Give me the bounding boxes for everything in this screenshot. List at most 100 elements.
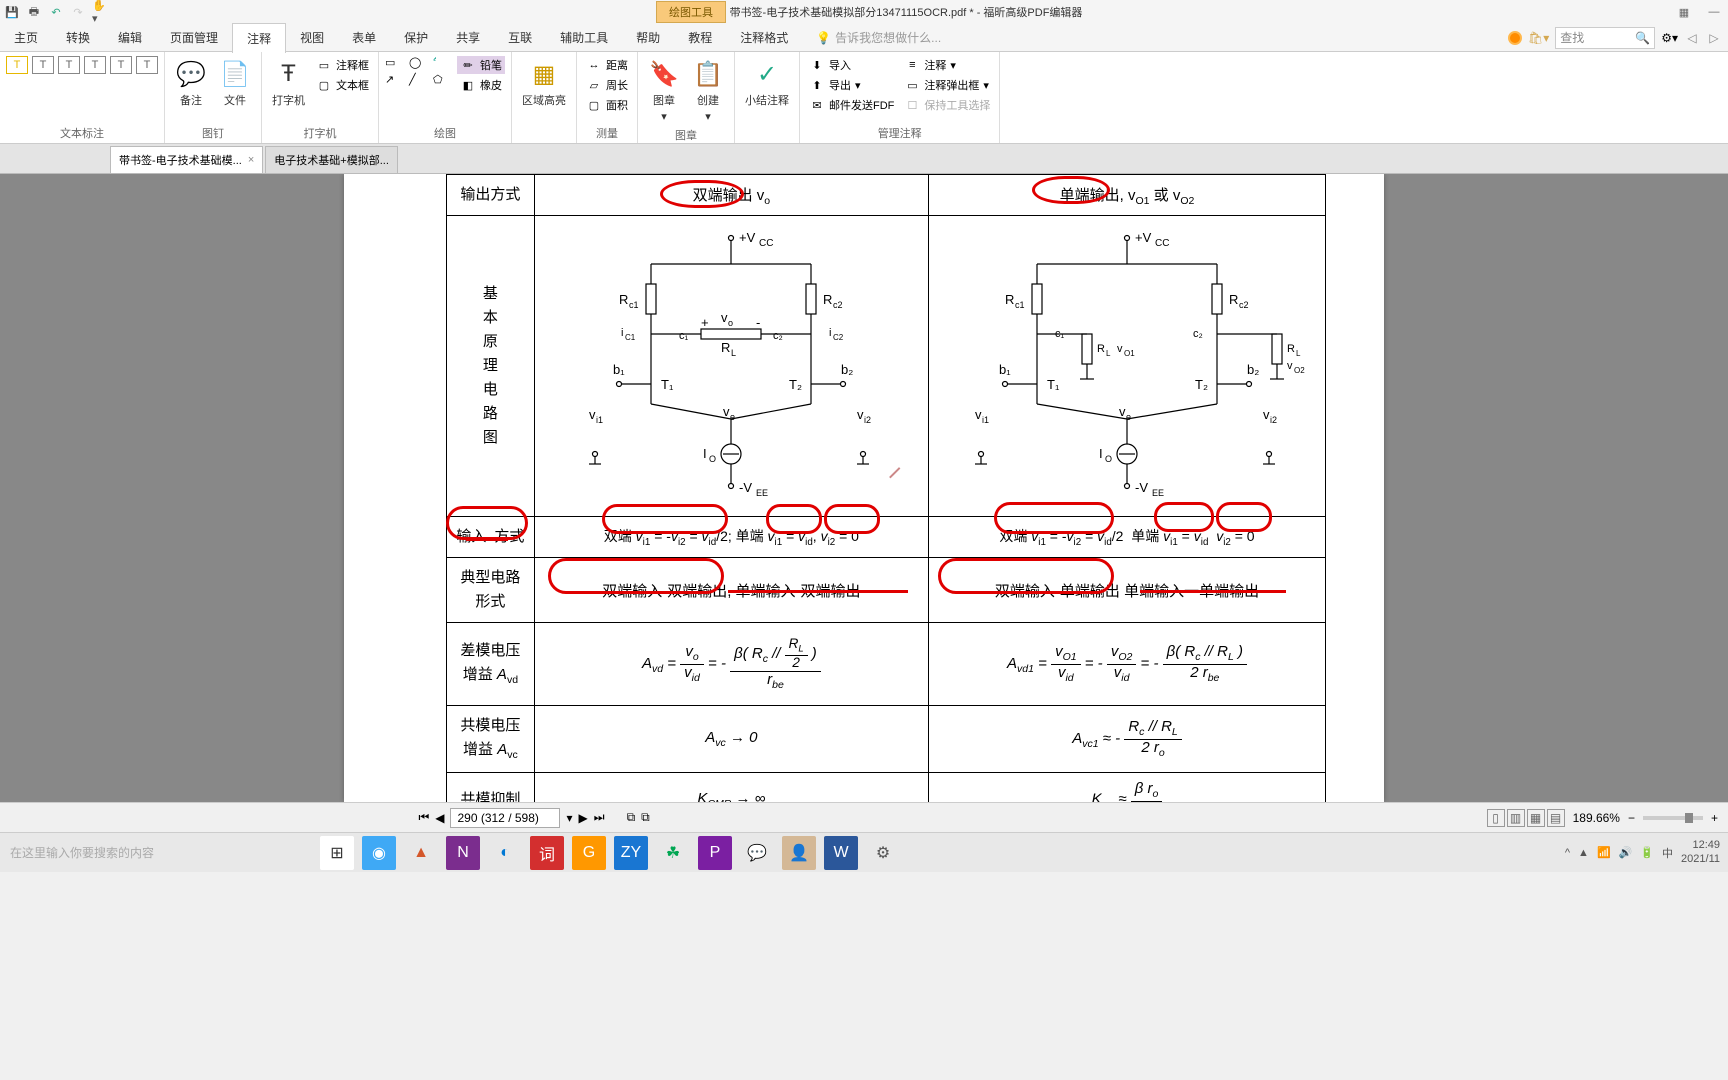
strikeout-icon[interactable]: T	[84, 56, 106, 74]
taskbar-search[interactable]: 在这里输入你要搜索的内容	[0, 844, 300, 861]
menu-help[interactable]: 帮助	[622, 23, 674, 52]
menu-protect[interactable]: 保护	[390, 23, 442, 52]
pencil-button[interactable]: ✏铅笔	[457, 56, 505, 74]
menu-tutorial[interactable]: 教程	[674, 23, 726, 52]
distance-button[interactable]: ↔距离	[583, 56, 631, 74]
menu-annotate[interactable]: 注释	[232, 23, 286, 53]
taskbar-app[interactable]: ◐	[488, 836, 522, 870]
taskbar-app[interactable]: ☘	[656, 836, 690, 870]
highlight-icon[interactable]: T	[6, 56, 28, 74]
doc-tab-1[interactable]: 带书签-电子技术基础模...×	[110, 146, 263, 173]
menu-edit[interactable]: 编辑	[104, 23, 156, 52]
next-page-icon[interactable]: ▶	[579, 811, 588, 825]
zoom-slider[interactable]	[1643, 816, 1703, 820]
print-icon[interactable]: 🖶	[26, 4, 42, 20]
search-icon[interactable]: 🔍	[1635, 31, 1650, 45]
taskbar-app[interactable]: 👤	[782, 836, 816, 870]
clock[interactable]: 12:49 2021/11	[1681, 839, 1720, 865]
grid-icon[interactable]: ▦	[1674, 4, 1694, 20]
undo-icon[interactable]: ↶	[48, 4, 64, 20]
gear-icon[interactable]: ⚙▾	[1661, 31, 1678, 45]
contextual-tab[interactable]: 绘图工具	[656, 1, 726, 23]
menu-form[interactable]: 表单	[338, 23, 390, 52]
view-single-icon[interactable]: ▯	[1487, 809, 1505, 827]
dropdown-icon[interactable]: ▾	[566, 811, 572, 825]
annot-list-button[interactable]: ≡注释 ▾	[901, 56, 993, 74]
tray-up-icon[interactable]: ^	[1565, 847, 1570, 859]
taskbar-app[interactable]: ⚙	[866, 836, 900, 870]
doc-tab-2[interactable]: 电子技术基础+模拟部...	[265, 146, 398, 173]
sync-icon[interactable]	[1508, 31, 1522, 45]
file-button[interactable]: 📄文件	[215, 56, 255, 110]
save-icon[interactable]: 💾	[4, 4, 20, 20]
typewriter-button[interactable]: Ŧ打字机	[268, 56, 309, 110]
area-button[interactable]: ▢面积	[583, 96, 631, 114]
menu-connect[interactable]: 互联	[494, 23, 546, 52]
tray-net-icon[interactable]: ▲	[1578, 847, 1589, 859]
menu-home[interactable]: 主页	[0, 23, 52, 52]
arrow-icon[interactable]: ↗	[385, 73, 405, 86]
taskbar-app[interactable]: N	[446, 836, 480, 870]
view-facing-icon[interactable]: ▦	[1527, 809, 1545, 827]
zoom-out-icon[interactable]: −	[1628, 811, 1635, 825]
summary-button[interactable]: ✓小结注释	[741, 56, 793, 110]
taskbar-app[interactable]: ZY	[614, 836, 648, 870]
textbox-button[interactable]: ▢文本框	[313, 76, 372, 94]
menu-page[interactable]: 页面管理	[156, 23, 232, 52]
prev-page-icon[interactable]: ◀	[435, 811, 444, 825]
view-cont-icon[interactable]: ▥	[1507, 809, 1525, 827]
taskbar-app[interactable]: ◉	[362, 836, 396, 870]
underline-t-icon[interactable]: T	[32, 56, 54, 74]
cloud-icon[interactable]: ᔊ	[433, 56, 453, 69]
menu-a11y[interactable]: 辅助工具	[546, 23, 622, 52]
perimeter-button[interactable]: ▱周长	[583, 76, 631, 94]
copy-icon[interactable]: ⧉	[627, 810, 636, 825]
first-page-icon[interactable]: ⏮	[418, 810, 429, 825]
tell-me[interactable]: 💡 告诉我您想做什么...	[816, 29, 941, 46]
stamp-button[interactable]: 🔖图章▾	[644, 56, 684, 125]
oval-icon[interactable]: ◯	[409, 56, 429, 69]
poly-icon[interactable]: ⬠	[433, 73, 453, 86]
export-button[interactable]: ⬆导出 ▾	[806, 76, 897, 94]
tray-wifi-icon[interactable]: 📶	[1597, 846, 1611, 859]
page-input[interactable]: 290 (312 / 598)	[450, 808, 560, 828]
caret-icon[interactable]: T	[110, 56, 132, 74]
search-input[interactable]: 查找 🔍	[1555, 27, 1655, 49]
email-fdf-button[interactable]: ✉邮件发送FDF	[806, 96, 897, 114]
squiggly-icon[interactable]: T	[58, 56, 80, 74]
menu-view[interactable]: 视图	[286, 23, 338, 52]
close-icon[interactable]: ×	[248, 154, 254, 166]
taskbar-app[interactable]: W	[824, 836, 858, 870]
line-icon[interactable]: ╱	[409, 73, 429, 86]
menu-share[interactable]: 共享	[442, 23, 494, 52]
tray-ime-icon[interactable]: 中	[1662, 845, 1673, 861]
note-button[interactable]: 💬备注	[171, 56, 211, 110]
taskbar-app[interactable]: G	[572, 836, 606, 870]
document-area[interactable]: 输出方式 双端输出 vo 单端输出, vO1 或 vO2 基本原理电路图 +VC…	[0, 174, 1728, 802]
cart-icon[interactable]: 🛍▾	[1528, 31, 1549, 45]
zoom-in-icon[interactable]: +	[1711, 811, 1718, 825]
copy2-icon[interactable]: ⧉	[641, 810, 650, 825]
area-highlight-button[interactable]: ▦区域高亮	[518, 56, 570, 110]
prev-icon[interactable]: ◁	[1684, 28, 1700, 48]
view-cover-icon[interactable]: ▤	[1547, 809, 1565, 827]
next-icon[interactable]: ▷	[1706, 28, 1722, 48]
taskbar-app[interactable]: P	[698, 836, 732, 870]
taskbar-app[interactable]: ⊞	[320, 836, 354, 870]
taskbar-app[interactable]: 词	[530, 836, 564, 870]
tray-batt-icon[interactable]: 🔋	[1640, 846, 1654, 859]
hand-icon[interactable]: ✋▾	[92, 4, 108, 20]
minimize-icon[interactable]: —	[1704, 4, 1724, 20]
rect-icon[interactable]: ▭	[385, 56, 405, 69]
popup-button[interactable]: ▭注释弹出框 ▾	[901, 76, 993, 94]
callout-button[interactable]: ▭注释框	[313, 56, 372, 74]
replace-icon[interactable]: T	[136, 56, 158, 74]
taskbar-app[interactable]: ▲	[404, 836, 438, 870]
import-button[interactable]: ⬇导入	[806, 56, 897, 74]
menu-annot-format[interactable]: 注释格式	[726, 23, 802, 52]
taskbar-app[interactable]: 💬	[740, 836, 774, 870]
create-stamp-button[interactable]: 📋创建▾	[688, 56, 728, 125]
eraser-button[interactable]: ◧橡皮	[457, 76, 505, 94]
keep-tool-check[interactable]: ☐保持工具选择	[901, 96, 993, 114]
menu-convert[interactable]: 转换	[52, 23, 104, 52]
